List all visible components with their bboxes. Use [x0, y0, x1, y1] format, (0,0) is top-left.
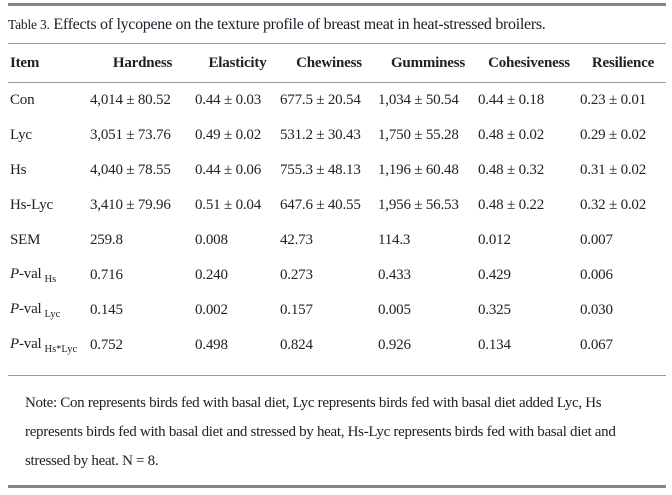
table-row: P-val Hs 0.716 0.240 0.273 0.433 0.429 0.006: [8, 258, 666, 293]
value-cell: 0.429: [478, 267, 511, 283]
column-header-hardness: Hardness: [90, 44, 195, 83]
table-number-label: Table 3.: [8, 17, 50, 32]
value-cell: 0.31 ± 0.02: [580, 162, 647, 178]
bottom-rule: [8, 485, 666, 488]
value-cell: 0.44 ± 0.06: [195, 162, 262, 178]
value-cell: 0.157: [280, 302, 313, 318]
value-cell: 0.23 ± 0.01: [580, 92, 647, 108]
value-cell: 0.012: [478, 232, 511, 248]
value-cell: 259.8: [90, 232, 123, 248]
value-cell: 0.752: [90, 337, 123, 353]
value-cell: 4,040 ± 78.55: [90, 162, 171, 178]
value-cell: 1,034 ± 50.54: [378, 92, 459, 108]
texture-profile-table: Item Hardness Elasticity Chewiness Gummi…: [8, 44, 666, 363]
value-cell: 0.240: [195, 267, 228, 283]
value-cell: 0.006: [580, 267, 613, 283]
value-cell: 0.32 ± 0.02: [580, 197, 647, 213]
value-cell: 0.030: [580, 302, 613, 318]
table-row: SEM 259.8 0.008 42.73 114.3 0.012 0.007: [8, 223, 666, 258]
value-cell: 0.145: [90, 302, 123, 318]
value-cell: 755.3 ± 48.13: [280, 162, 361, 178]
row-label-cell: P-val Hs*Lyc: [10, 336, 78, 355]
row-label-subscript: Lyc: [44, 309, 61, 320]
value-cell: 0.325: [478, 302, 511, 318]
value-cell: 1,750 ± 55.28: [378, 127, 459, 143]
column-header-item: Item: [8, 44, 90, 83]
value-cell: 0.49 ± 0.02: [195, 127, 262, 143]
value-cell: 0.067: [580, 337, 613, 353]
top-rule: [8, 3, 666, 6]
column-header-gumminess: Gumminess: [378, 44, 478, 83]
value-cell: 1,196 ± 60.48: [378, 162, 459, 178]
value-cell: 0.005: [378, 302, 411, 318]
value-cell: 0.926: [378, 337, 411, 353]
value-cell: 4,014 ± 80.52: [90, 92, 171, 108]
value-cell: 0.716: [90, 267, 123, 283]
row-label-cell: SEM: [10, 232, 41, 248]
table-row: P-val Lyc 0.145 0.002 0.157 0.005 0.325 0.030: [8, 293, 666, 328]
table-footnote: Note: Con represents birds fed with basa…: [25, 395, 616, 469]
value-cell: 0.48 ± 0.02: [478, 127, 545, 143]
row-label-subscript: Hs: [44, 274, 57, 285]
value-cell: 677.5 ± 20.54: [280, 92, 361, 108]
value-cell: 0.498: [195, 337, 228, 353]
value-cell: 0.44 ± 0.03: [195, 92, 262, 108]
value-cell: 0.433: [378, 267, 411, 283]
value-cell: 0.44 ± 0.18: [478, 92, 545, 108]
value-cell: 0.51 ± 0.04: [195, 197, 262, 213]
table-bottom-rule: [8, 375, 666, 376]
value-cell: 0.008: [195, 232, 228, 248]
value-cell: 0.48 ± 0.32: [478, 162, 545, 178]
table-row: Lyc 3,051 ± 73.76 0.49 ± 0.02 531.2 ± 30.43…: [8, 118, 666, 153]
value-cell: 0.29 ± 0.02: [580, 127, 647, 143]
column-header-elasticity: Elasticity: [195, 44, 280, 83]
value-cell: 42.73: [280, 232, 313, 248]
header-row: Item Hardness Elasticity Chewiness Gummi…: [8, 44, 666, 83]
value-cell: 0.824: [280, 337, 313, 353]
table-caption-text: Effects of lycopene on the texture profi…: [53, 16, 546, 33]
table-caption: Table 3. Effects of lycopene on the text…: [8, 6, 666, 43]
column-header-chewiness: Chewiness: [280, 44, 378, 83]
table-bottom-gap: [8, 363, 666, 375]
value-cell: 531.2 ± 30.43: [280, 127, 361, 143]
value-cell: 1,956 ± 56.53: [378, 197, 459, 213]
row-label-subscript: Hs*Lyc: [44, 344, 78, 355]
row-label-cell: Lyc: [10, 127, 32, 143]
row-label-cell: Hs: [10, 162, 27, 178]
value-cell: 0.273: [280, 267, 313, 283]
table-row: Hs-Lyc 3,410 ± 79.96 0.51 ± 0.04 647.6 ± 40…: [8, 188, 666, 223]
value-cell: 0.134: [478, 337, 511, 353]
column-header-cohesiveness: Cohesiveness: [478, 44, 580, 83]
row-label-cell: Con: [10, 92, 35, 108]
row-label-cell: Hs-Lyc: [10, 197, 53, 213]
value-cell: 3,410 ± 79.96: [90, 197, 171, 213]
column-header-resilience: Resilience: [580, 44, 666, 83]
table-row: Con 4,014 ± 80.52 0.44 ± 0.03 677.5 ± 20.54…: [8, 83, 666, 119]
table-row: Hs 4,040 ± 78.55 0.44 ± 0.06 755.3 ± 48.13 1…: [8, 153, 666, 188]
value-cell: 647.6 ± 40.55: [280, 197, 361, 213]
row-label-cell: P-val Lyc: [10, 301, 61, 320]
value-cell: 114.3: [378, 232, 411, 248]
caption-divider: [8, 43, 666, 44]
value-cell: 0.48 ± 0.22: [478, 197, 545, 213]
value-cell: 0.002: [195, 302, 228, 318]
value-cell: 0.007: [580, 232, 613, 248]
table-row: P-val Hs*Lyc 0.752 0.498 0.824 0.926 0.134 0.06…: [8, 328, 666, 363]
value-cell: 3,051 ± 73.76: [90, 127, 171, 143]
row-label-cell: P-val Hs: [10, 266, 57, 285]
